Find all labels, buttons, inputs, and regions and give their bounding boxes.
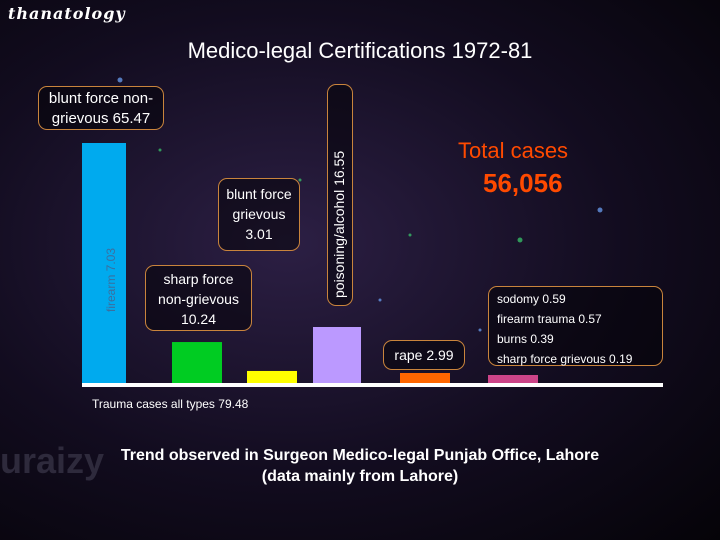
sparkle-dot — [158, 148, 162, 152]
chart-title: Medico-legal Certifications 1972-81 — [187, 38, 533, 63]
sparkle-dot — [597, 207, 603, 213]
sparkle-dot — [408, 233, 412, 237]
footer-line-2: (data mainly from Lahore) — [261, 468, 459, 485]
bar-other — [488, 375, 538, 383]
total-cases-label: Total cases — [458, 138, 569, 163]
total-cases-value: 56,056 — [483, 168, 563, 198]
sparkle-dot — [378, 298, 382, 302]
label-poisoning-alcohol-text: poisoning/alcohol 16.55 — [331, 150, 347, 298]
trauma-cases-note: Trauma cases all types 79.48 — [92, 397, 249, 411]
label-rape: rape 2.99 — [383, 340, 465, 370]
bar-blunt-force-grievous — [247, 370, 297, 383]
watermark-text: uraizy — [0, 440, 105, 481]
sparkle-dot — [517, 237, 523, 243]
footer-line-1: Trend observed in Surgeon Medico-legal P… — [120, 447, 600, 464]
sparkle-dot — [478, 328, 482, 332]
label-sharp-force-non-grievous: sharp force non-grievous 10.24 — [145, 265, 252, 331]
sparkle-dot — [117, 77, 123, 83]
label-blunt-force-grievous: blunt force grievous 3.01 — [218, 178, 300, 251]
bar-group — [82, 143, 538, 383]
bar-sharp-force-non-grievous — [172, 342, 222, 383]
label-poisoning-alcohol — [327, 84, 353, 306]
sparkle-dot — [298, 178, 302, 182]
bar-rape — [400, 373, 450, 383]
label-blunt-force-non-grievous: blunt force non- grievous 65.47 — [38, 86, 164, 130]
label-other-categories: sodomy 0.59 firearm trauma 0.57 burns 0.… — [488, 286, 663, 366]
label-firearm: firearm 7.03 — [104, 247, 118, 312]
header-tag: thanatology — [8, 4, 126, 23]
bar-poisoning-alcohol — [313, 327, 361, 383]
bar-blunt-force-non-grievous — [82, 143, 126, 383]
background-sparkles — [117, 77, 603, 357]
footer-caption: Trend observed in Surgeon Medico-legal P… — [0, 445, 720, 487]
